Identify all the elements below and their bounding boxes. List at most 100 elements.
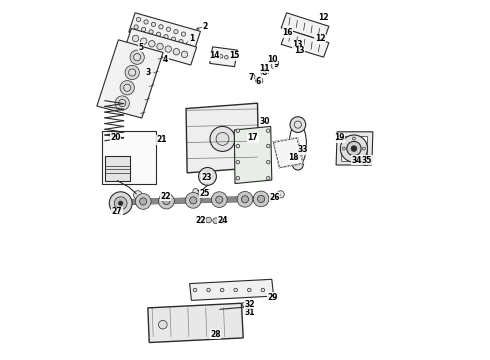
Circle shape [134, 191, 142, 199]
Polygon shape [129, 13, 200, 51]
Polygon shape [97, 40, 163, 118]
Circle shape [142, 27, 146, 32]
Circle shape [267, 160, 270, 164]
Circle shape [261, 66, 266, 71]
Text: 17: 17 [247, 133, 258, 142]
Circle shape [165, 46, 172, 52]
Circle shape [144, 20, 148, 24]
Circle shape [352, 157, 355, 160]
Circle shape [294, 121, 301, 128]
Circle shape [173, 49, 179, 55]
Circle shape [141, 38, 147, 44]
Text: 35: 35 [362, 156, 372, 165]
Circle shape [271, 63, 277, 69]
Circle shape [134, 25, 138, 29]
Circle shape [256, 77, 263, 84]
Circle shape [166, 27, 171, 31]
Circle shape [249, 73, 255, 79]
Text: 9: 9 [274, 60, 279, 69]
Circle shape [140, 198, 147, 205]
Circle shape [267, 176, 270, 180]
Circle shape [290, 117, 306, 132]
Circle shape [236, 129, 240, 132]
Circle shape [159, 320, 167, 329]
Circle shape [267, 129, 270, 132]
Circle shape [242, 196, 248, 203]
Circle shape [293, 159, 303, 170]
Text: 20: 20 [110, 133, 121, 142]
Text: 23: 23 [201, 173, 212, 182]
Circle shape [211, 192, 227, 207]
Text: 12: 12 [318, 13, 329, 22]
Polygon shape [148, 303, 243, 342]
Text: 8: 8 [262, 68, 268, 77]
Circle shape [136, 17, 141, 22]
Circle shape [210, 126, 235, 152]
Circle shape [347, 141, 361, 156]
Circle shape [151, 22, 156, 27]
Circle shape [236, 176, 240, 180]
Circle shape [163, 198, 170, 204]
Text: 13: 13 [294, 46, 305, 55]
Circle shape [224, 55, 228, 59]
Text: 34: 34 [351, 156, 362, 165]
Circle shape [220, 54, 223, 58]
Polygon shape [125, 28, 196, 65]
Circle shape [343, 147, 345, 150]
Circle shape [186, 42, 191, 46]
Circle shape [230, 57, 233, 60]
Circle shape [185, 193, 201, 208]
Circle shape [206, 217, 211, 223]
Polygon shape [186, 103, 259, 173]
Circle shape [198, 167, 217, 185]
Circle shape [341, 135, 368, 162]
Text: 21: 21 [157, 135, 168, 144]
Circle shape [148, 41, 155, 47]
Circle shape [156, 32, 161, 36]
Circle shape [135, 194, 151, 209]
Text: 28: 28 [210, 330, 221, 339]
Text: 22: 22 [160, 192, 171, 201]
Circle shape [277, 191, 284, 198]
Circle shape [198, 218, 204, 224]
Text: 7: 7 [249, 73, 254, 82]
Circle shape [134, 54, 141, 61]
Circle shape [236, 144, 240, 148]
Circle shape [174, 30, 178, 34]
Text: 25: 25 [200, 189, 210, 198]
Circle shape [242, 302, 246, 306]
Circle shape [247, 288, 251, 292]
Polygon shape [210, 47, 238, 67]
Text: 29: 29 [268, 293, 278, 302]
Circle shape [157, 43, 163, 50]
Text: 15: 15 [229, 51, 240, 60]
Polygon shape [281, 13, 329, 41]
Circle shape [362, 157, 370, 165]
Circle shape [120, 81, 134, 95]
Circle shape [125, 65, 139, 80]
Circle shape [269, 58, 273, 62]
Circle shape [236, 160, 240, 164]
Circle shape [262, 69, 267, 75]
Text: 27: 27 [112, 207, 122, 216]
Circle shape [193, 189, 198, 194]
Text: 24: 24 [218, 216, 228, 225]
Circle shape [181, 32, 186, 36]
Circle shape [261, 288, 265, 292]
Text: 22: 22 [195, 216, 206, 225]
Text: 26: 26 [269, 193, 279, 202]
Text: 10: 10 [268, 55, 278, 64]
Text: 2: 2 [202, 22, 208, 31]
Text: 4: 4 [163, 55, 169, 64]
Circle shape [189, 35, 193, 39]
Polygon shape [281, 29, 329, 57]
Circle shape [132, 35, 139, 42]
Text: 32: 32 [244, 300, 254, 309]
Text: 30: 30 [259, 117, 270, 126]
Polygon shape [341, 136, 367, 161]
Circle shape [207, 288, 210, 292]
Circle shape [181, 51, 188, 58]
Text: 18: 18 [288, 153, 298, 162]
Circle shape [351, 146, 357, 152]
Bar [105, 157, 130, 181]
